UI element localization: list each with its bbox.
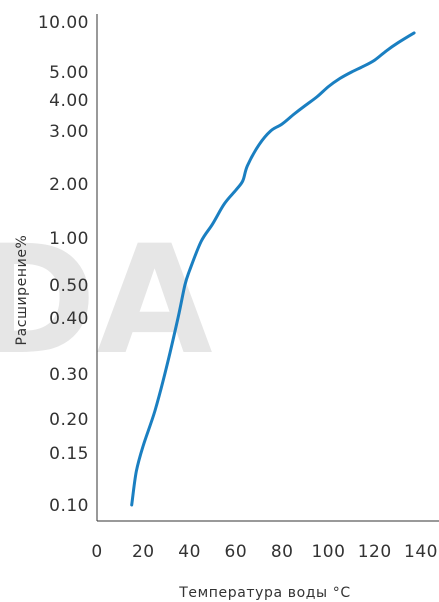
x-axis-label: Температура воды °C [178, 585, 351, 601]
x-tick-label: 40 [178, 542, 201, 562]
y-tick-label: 0.40 [49, 309, 89, 329]
y-tick-label: 1.00 [49, 229, 89, 249]
series-line [130, 31, 416, 507]
y-tick-label: 0.15 [49, 444, 89, 464]
x-tick-label: 100 [311, 542, 345, 562]
x-tick-label: 120 [358, 542, 392, 562]
y-tick-label: 0.10 [49, 496, 89, 516]
x-tick-label: 20 [132, 542, 155, 562]
y-tick-label: 0.20 [49, 410, 89, 430]
y-tick-label: 3.00 [49, 122, 89, 142]
y-tick-label: 2.00 [49, 175, 89, 195]
x-tick-label: 140 [404, 542, 438, 562]
x-tick-label: 0 [91, 542, 102, 562]
y-axis-label: Расширение% [14, 235, 30, 346]
y-ticks: 10.00 5.00 4.00 3.00 2.00 1.00 0.50 0.40 0.30 0.2… [38, 13, 89, 516]
y-tick-label: 10.00 [38, 13, 89, 33]
axes [96, 14, 439, 522]
x-ticks: 0 20 40 60 80 100 120 140 [91, 542, 438, 562]
x-tick-label: 60 [225, 542, 248, 562]
y-tick-label: 5.00 [49, 63, 89, 83]
y-tick-label: 4.00 [49, 91, 89, 111]
watermark: DA [0, 214, 213, 388]
y-tick-label: 0.30 [49, 365, 89, 385]
y-tick-label: 0.50 [49, 276, 89, 296]
x-tick-label: 80 [271, 542, 294, 562]
